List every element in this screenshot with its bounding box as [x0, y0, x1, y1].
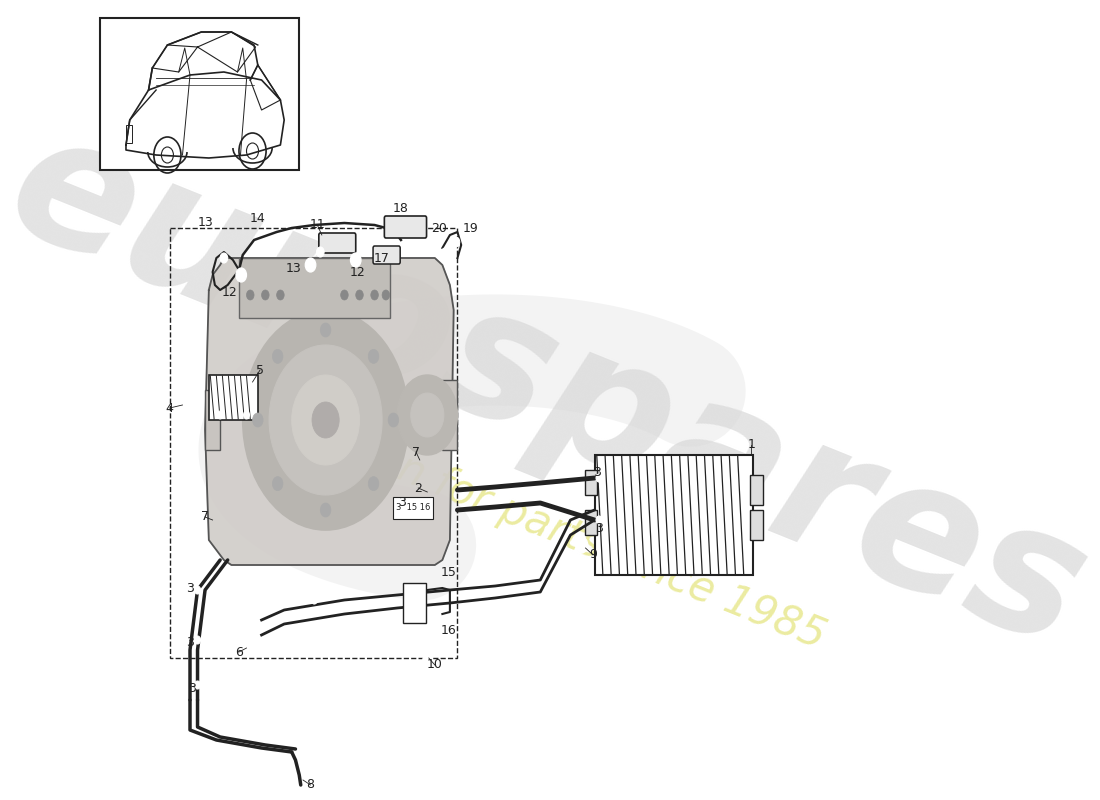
- Text: 3  15 16: 3 15 16: [396, 503, 430, 513]
- Text: 13: 13: [285, 262, 301, 274]
- Text: 3: 3: [593, 466, 601, 478]
- Text: 6: 6: [235, 646, 243, 658]
- Circle shape: [368, 350, 378, 363]
- Circle shape: [195, 586, 200, 594]
- Circle shape: [351, 253, 361, 267]
- Circle shape: [243, 310, 408, 530]
- Circle shape: [236, 268, 246, 282]
- Circle shape: [306, 258, 316, 272]
- Circle shape: [312, 402, 339, 438]
- Text: 4: 4: [166, 402, 174, 414]
- Text: 8: 8: [307, 778, 315, 791]
- Bar: [404, 583, 426, 623]
- Bar: [585, 510, 597, 535]
- Circle shape: [262, 290, 270, 300]
- Bar: [169, 228, 458, 658]
- Text: 5: 5: [256, 363, 264, 377]
- FancyBboxPatch shape: [384, 216, 427, 238]
- Circle shape: [217, 411, 223, 419]
- Circle shape: [397, 375, 458, 455]
- Circle shape: [273, 350, 283, 363]
- Circle shape: [575, 537, 587, 553]
- Circle shape: [355, 290, 363, 300]
- Circle shape: [422, 654, 432, 666]
- Circle shape: [410, 599, 419, 611]
- Text: 7: 7: [412, 446, 420, 458]
- Polygon shape: [205, 258, 453, 565]
- Text: 3: 3: [398, 495, 406, 509]
- Bar: [239, 258, 389, 318]
- Text: a passion for parts since 1985: a passion for parts since 1985: [233, 382, 832, 658]
- Circle shape: [440, 248, 451, 262]
- Bar: [205, 390, 220, 450]
- Circle shape: [246, 290, 254, 300]
- Text: 17: 17: [374, 251, 390, 265]
- Circle shape: [388, 413, 398, 427]
- Circle shape: [243, 411, 250, 419]
- Text: 19: 19: [463, 222, 478, 234]
- Circle shape: [410, 393, 444, 437]
- Bar: [750, 475, 763, 505]
- Circle shape: [596, 474, 602, 482]
- Circle shape: [341, 290, 349, 300]
- Bar: [100, 18, 299, 170]
- Circle shape: [270, 345, 382, 495]
- Text: 3: 3: [595, 522, 603, 534]
- Bar: [585, 470, 597, 495]
- Text: 2: 2: [415, 482, 422, 494]
- Circle shape: [371, 290, 378, 300]
- Text: 18: 18: [393, 202, 409, 214]
- Circle shape: [439, 620, 447, 630]
- Text: 1: 1: [747, 438, 756, 451]
- Text: eurospares: eurospares: [0, 94, 1100, 686]
- FancyBboxPatch shape: [373, 246, 400, 264]
- Text: 15: 15: [440, 566, 456, 578]
- Circle shape: [276, 290, 284, 300]
- Text: 12: 12: [222, 286, 238, 298]
- FancyBboxPatch shape: [319, 233, 355, 253]
- Circle shape: [292, 375, 360, 465]
- Text: 3: 3: [186, 582, 194, 594]
- Text: 7: 7: [201, 510, 209, 523]
- Circle shape: [382, 290, 389, 300]
- Text: 3: 3: [188, 682, 196, 694]
- Circle shape: [452, 237, 460, 247]
- Circle shape: [596, 516, 602, 524]
- Text: 12: 12: [350, 266, 366, 278]
- Circle shape: [311, 596, 317, 604]
- Circle shape: [220, 253, 228, 263]
- Circle shape: [320, 503, 331, 517]
- Text: 9: 9: [590, 549, 597, 562]
- Circle shape: [195, 681, 200, 689]
- Circle shape: [544, 526, 551, 534]
- Bar: [594, 455, 752, 575]
- Text: 20: 20: [431, 222, 447, 234]
- Text: 16: 16: [440, 623, 456, 637]
- Text: 14: 14: [250, 211, 266, 225]
- Circle shape: [320, 323, 331, 337]
- Text: 13: 13: [197, 215, 213, 229]
- Circle shape: [368, 477, 378, 490]
- Circle shape: [273, 477, 283, 490]
- Bar: [126, 125, 132, 143]
- Circle shape: [195, 636, 200, 644]
- Bar: [209, 375, 257, 420]
- Text: 11: 11: [309, 218, 326, 231]
- Circle shape: [253, 413, 263, 427]
- Text: 10: 10: [427, 658, 443, 671]
- Circle shape: [317, 247, 324, 257]
- Bar: [442, 380, 458, 450]
- Bar: [394, 497, 432, 519]
- Bar: [750, 510, 763, 540]
- Text: 3: 3: [186, 637, 194, 650]
